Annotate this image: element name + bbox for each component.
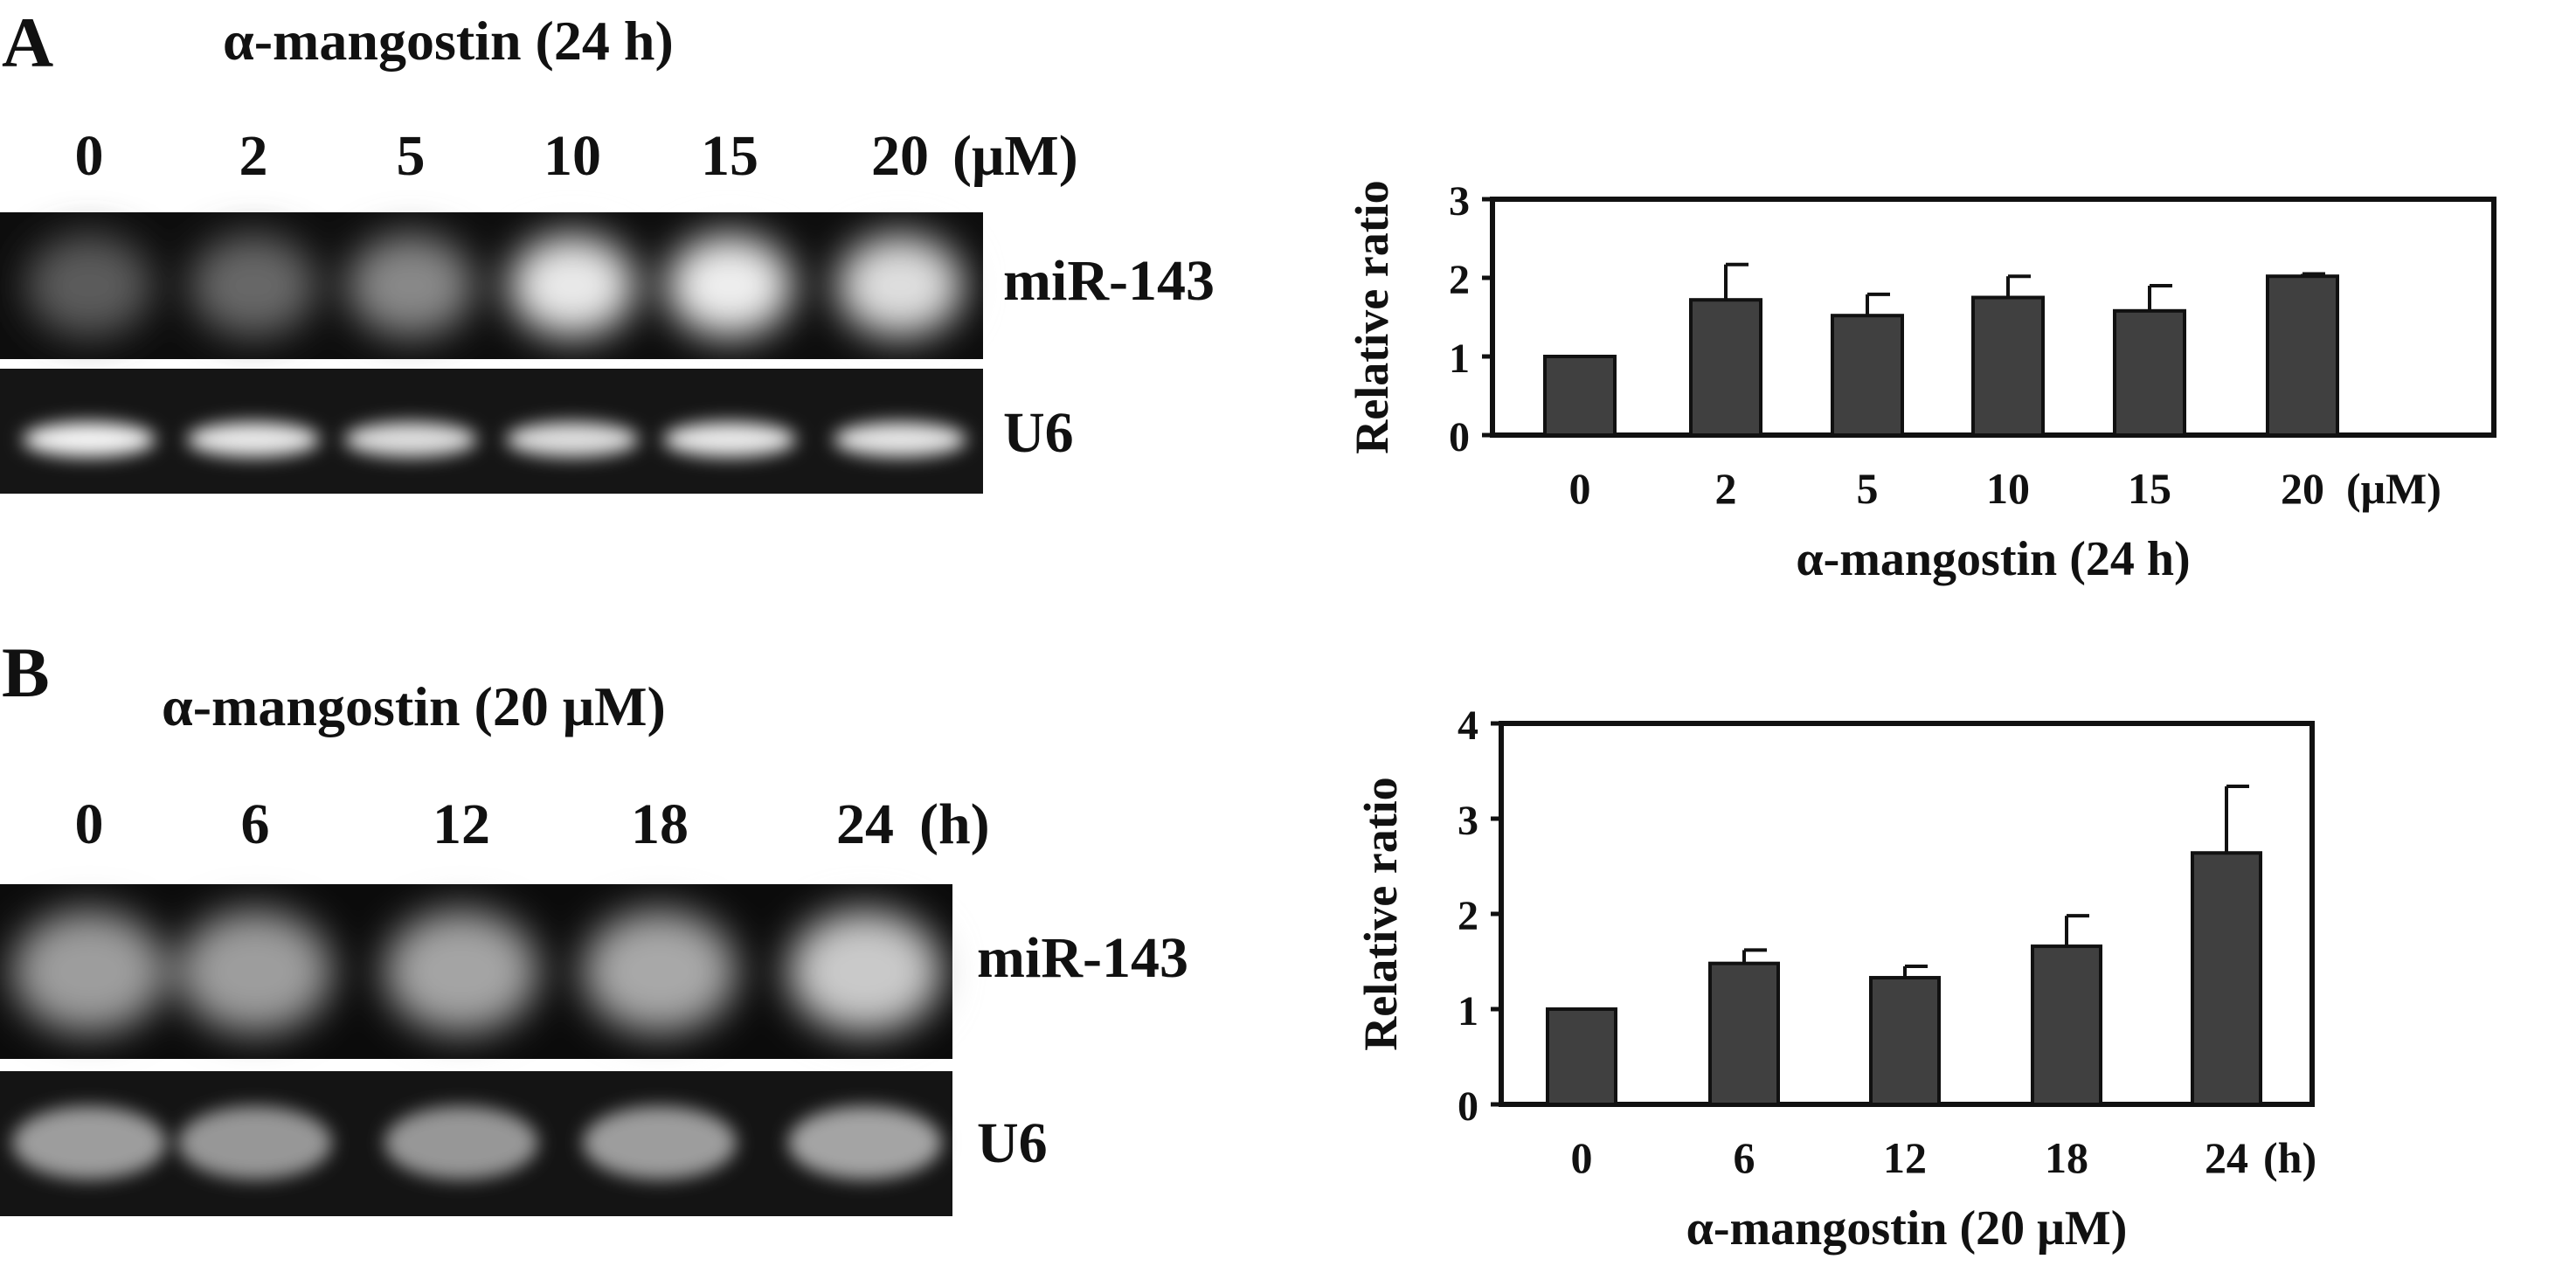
y-axis-label: Relative ratio bbox=[1346, 180, 1398, 453]
y-tick-label: 0 bbox=[1458, 1083, 1478, 1130]
bar-20 bbox=[2266, 274, 2339, 438]
y-tick-label: 3 bbox=[1449, 178, 1470, 225]
panel-a-treatment-title: α-mangostin (24 h) bbox=[223, 10, 674, 72]
x-tick-label: 2 bbox=[1715, 464, 1737, 513]
mir143-band-lane-2 bbox=[190, 235, 316, 336]
u6-band-lane-5 bbox=[663, 422, 796, 457]
u6-band-lane-1 bbox=[12, 1106, 166, 1180]
lane-label: 12 bbox=[433, 792, 490, 856]
panel-b-letter: B bbox=[2, 633, 50, 712]
lane-label: 15 bbox=[701, 124, 758, 188]
y-tick-label: 3 bbox=[1458, 798, 1478, 844]
y-tick-label: 4 bbox=[1458, 702, 1478, 749]
u6-band-lane-6 bbox=[834, 422, 966, 457]
lane-label: 20 bbox=[871, 124, 929, 188]
panel-a-gel-mir143 bbox=[0, 212, 983, 359]
y-axis-label: Relative ratio bbox=[1354, 777, 1407, 1050]
mir143-band-lane-4 bbox=[509, 235, 635, 336]
mir143-band-lane-4 bbox=[583, 910, 737, 1033]
u6-band-lane-3 bbox=[344, 422, 477, 457]
y-tick-label: 1 bbox=[1458, 988, 1478, 1034]
y-tick-label: 1 bbox=[1449, 336, 1470, 382]
bar-12 bbox=[1869, 976, 1941, 1107]
bar-24 bbox=[2191, 851, 2262, 1106]
u6-band-lane-5 bbox=[788, 1106, 942, 1180]
band-label-u6: U6 bbox=[1003, 401, 1074, 465]
mir143-band-lane-1 bbox=[26, 235, 152, 336]
u6-band-lane-1 bbox=[23, 422, 156, 457]
lane-label: 24 bbox=[836, 792, 894, 856]
panel-a: A α-mangostin (24 h) 0 2 5 10 15 20 (μM)… bbox=[0, 3, 2496, 586]
x-axis-label: α-mangostin (20 μM) bbox=[1686, 1201, 2128, 1256]
lane-unit: (h) bbox=[919, 792, 990, 856]
panel-b-lane-labels: 0 6 12 18 24 (h) bbox=[75, 792, 990, 856]
x-tick-label: 24 bbox=[2205, 1133, 2248, 1182]
x-tick-label: 5 bbox=[1857, 464, 1879, 513]
y-tick-label: 2 bbox=[1458, 893, 1478, 939]
bar-5 bbox=[1831, 314, 1904, 438]
lane-label: 2 bbox=[239, 124, 268, 188]
lane-label: 5 bbox=[397, 124, 426, 188]
x-tick-label: 0 bbox=[1571, 1133, 1593, 1182]
x-tick-label: 18 bbox=[2045, 1133, 2088, 1182]
panel-b: B α-mangostin (20 μM) 0 6 12 18 24 (h) m… bbox=[0, 633, 2316, 1256]
panel-a-letter: A bbox=[2, 3, 53, 82]
u6-band-lane-4 bbox=[583, 1106, 737, 1180]
x-tick-label: 15 bbox=[2128, 464, 2171, 513]
panel-b-gel-mir143 bbox=[0, 884, 952, 1059]
x-tick-label: 20 bbox=[2281, 464, 2324, 513]
mir143-band-lane-6 bbox=[837, 235, 963, 336]
u6-band-lane-3 bbox=[384, 1106, 538, 1180]
mir143-band-lane-5 bbox=[788, 910, 942, 1033]
y-tick-label: 2 bbox=[1449, 257, 1470, 303]
lane-label: 18 bbox=[631, 792, 689, 856]
band-label-mir143: miR-143 bbox=[1003, 249, 1215, 313]
mir143-band-lane-3 bbox=[348, 235, 474, 336]
x-tick-label: 10 bbox=[1986, 464, 2030, 513]
band-label-u6: U6 bbox=[977, 1111, 1048, 1175]
x-tick-label: 6 bbox=[1734, 1133, 1755, 1182]
x-unit-label: (h) bbox=[2263, 1133, 2316, 1182]
lane-label: 6 bbox=[241, 792, 270, 856]
panel-a-lane-labels: 0 2 5 10 15 20 (μM) bbox=[75, 124, 1078, 188]
x-tick-label: 12 bbox=[1883, 1133, 1927, 1182]
bar-10 bbox=[1971, 295, 2045, 437]
bar-2 bbox=[1689, 298, 1762, 438]
gel-background bbox=[0, 369, 983, 494]
panel-b-treatment-title: α-mangostin (20 μM) bbox=[162, 675, 666, 737]
u6-band-lane-2 bbox=[187, 422, 320, 457]
band-label-mir143: miR-143 bbox=[977, 926, 1188, 990]
bar-0 bbox=[1543, 355, 1617, 437]
bar-6 bbox=[1708, 961, 1780, 1107]
gel-background bbox=[0, 212, 983, 359]
bar-15 bbox=[2113, 308, 2186, 437]
panel-b-gel-u6 bbox=[0, 1071, 952, 1216]
mir143-band-lane-5 bbox=[667, 235, 793, 336]
bar-0 bbox=[1546, 1007, 1617, 1106]
x-unit-label: (μM) bbox=[2346, 464, 2441, 513]
x-axis-label: α-mangostin (24 h) bbox=[1796, 532, 2190, 586]
lane-label: 0 bbox=[75, 792, 104, 856]
x-tick-label: 0 bbox=[1569, 464, 1591, 513]
panel-a-gel-u6 bbox=[0, 369, 983, 494]
mir143-band-lane-3 bbox=[384, 910, 538, 1033]
lane-label: 10 bbox=[544, 124, 601, 188]
panel-a-bar-chart: 0 1 2 3 Relative ratio 0 2 5 10 15 20 (μM) α-mangost… bbox=[1346, 178, 2496, 586]
mir143-band-lane-1 bbox=[12, 910, 166, 1033]
mir143-band-lane-2 bbox=[178, 910, 332, 1033]
u6-band-lane-2 bbox=[178, 1106, 332, 1180]
u6-band-lane-4 bbox=[506, 422, 639, 457]
lane-label: 0 bbox=[75, 124, 104, 188]
lane-unit: (μM) bbox=[952, 124, 1078, 188]
bar-18 bbox=[2031, 944, 2102, 1107]
y-tick-label: 0 bbox=[1449, 414, 1470, 460]
